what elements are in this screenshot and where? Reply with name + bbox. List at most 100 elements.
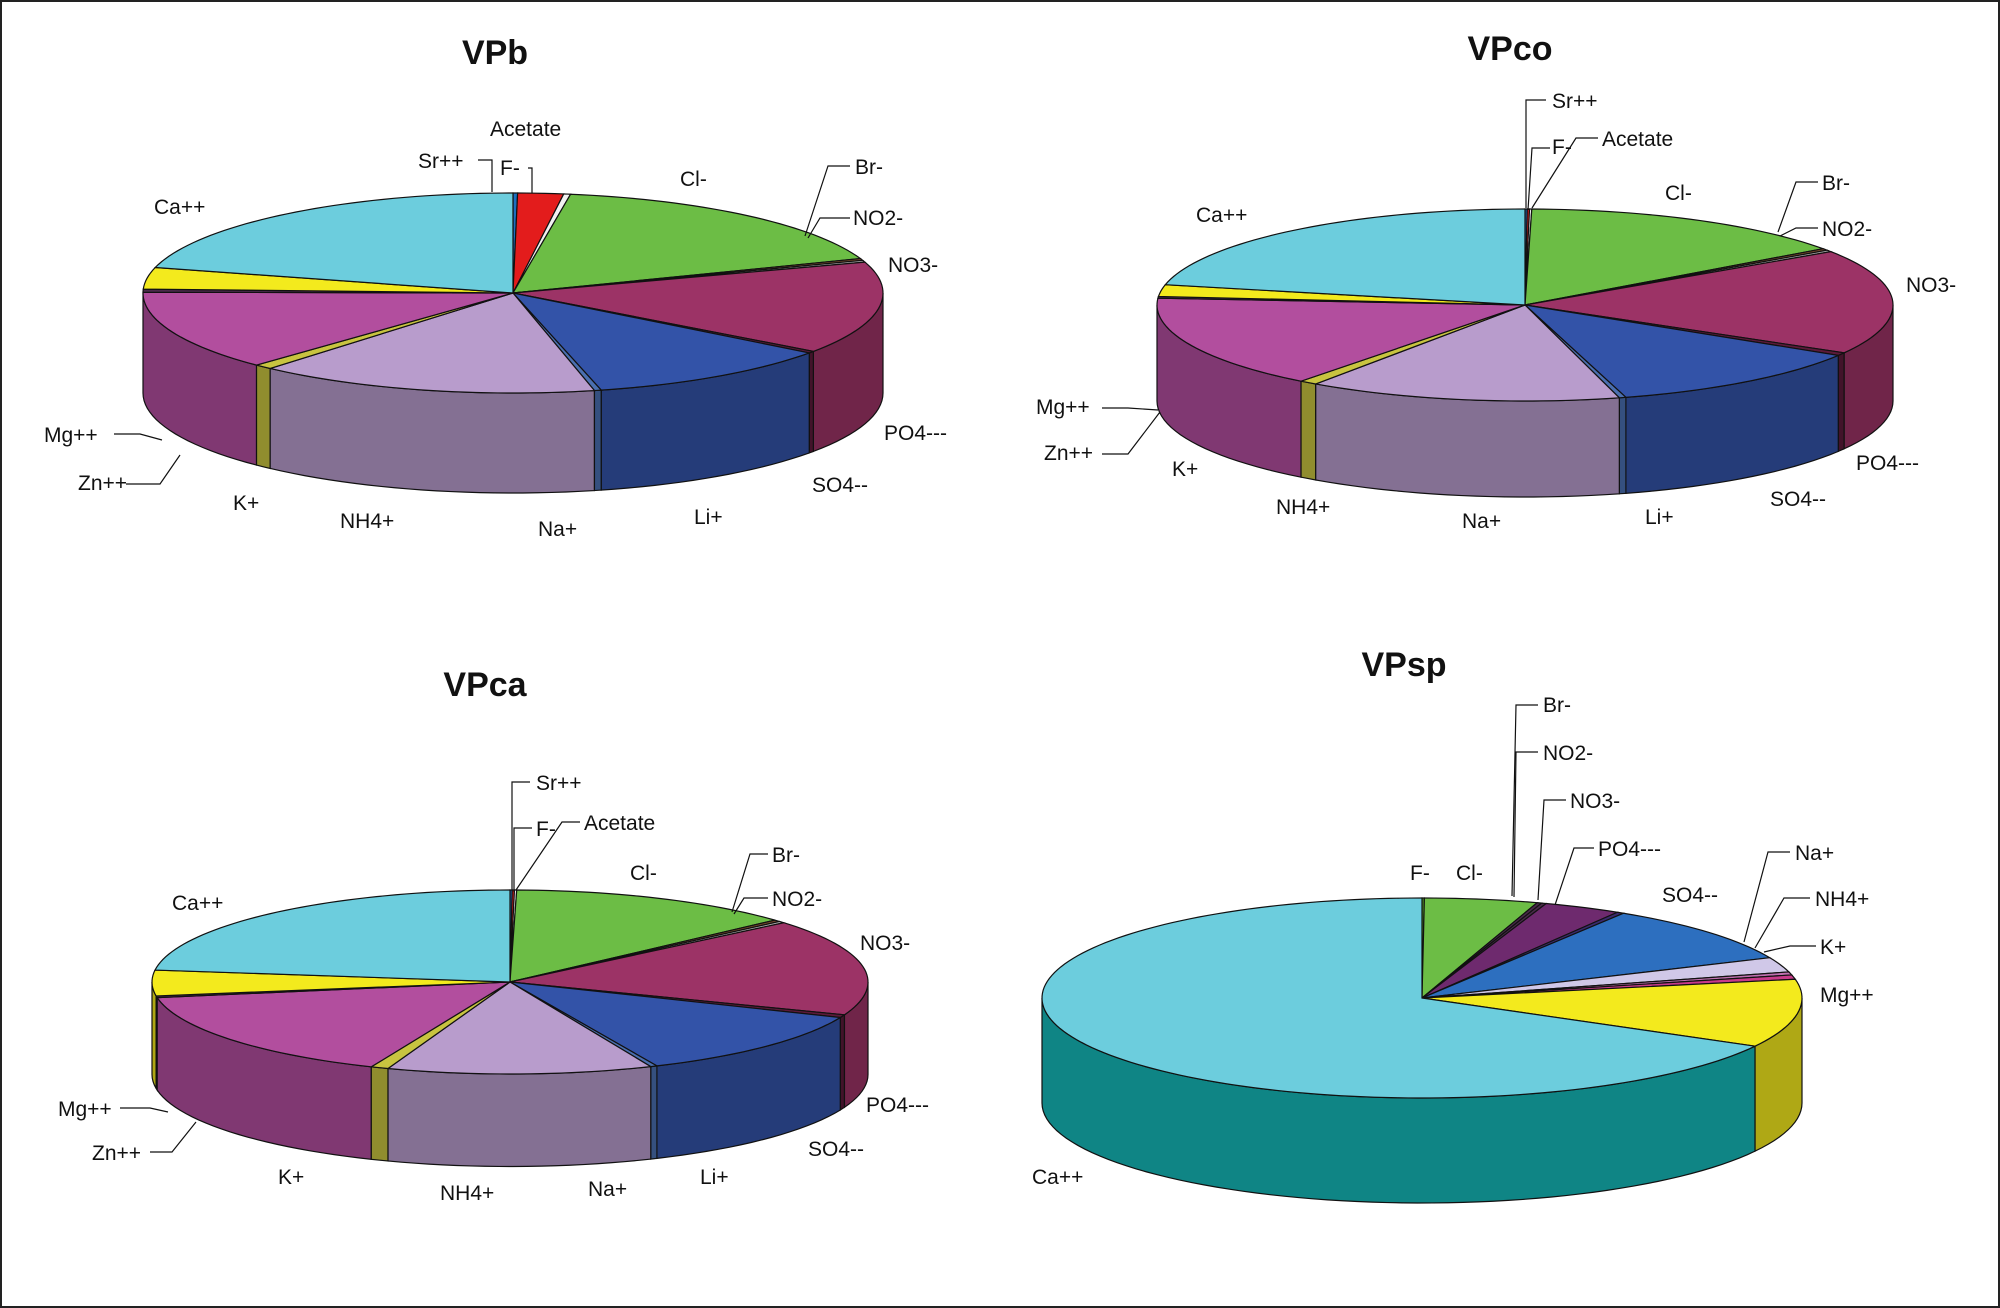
slice-kplus bbox=[1156, 297, 1526, 382]
slice-label-kplus: K+ bbox=[1172, 458, 1198, 481]
leader-line-no2minus bbox=[807, 217, 850, 239]
slice-label-kplus: K+ bbox=[1820, 936, 1846, 959]
slice-label-znplusplus: Zn++ bbox=[1044, 442, 1093, 465]
slice-caplusplus bbox=[153, 192, 514, 294]
slice-naplus bbox=[267, 292, 596, 394]
slice-label-brminus: Br- bbox=[1543, 694, 1571, 717]
slice-label-acetate: Acetate bbox=[584, 812, 655, 835]
side-po4minusminusminus bbox=[1837, 351, 1845, 453]
leader-line-mgplusplus bbox=[114, 433, 163, 441]
leader-line-srplusplus bbox=[511, 781, 530, 890]
slice-label-po4minusminusminus: PO4--- bbox=[1598, 838, 1661, 861]
slice-caplusplus bbox=[154, 889, 511, 983]
slice-label-naplus: Na+ bbox=[538, 518, 577, 541]
leader-line-brminus bbox=[1511, 704, 1538, 897]
chart-title: VPca bbox=[443, 666, 527, 704]
slice-label-znplusplus: Zn++ bbox=[78, 472, 127, 495]
slice-naplus bbox=[1313, 304, 1621, 402]
side-liplus bbox=[650, 1065, 658, 1160]
slice-clminus bbox=[1421, 897, 1539, 1000]
side-liplus bbox=[1618, 396, 1627, 495]
slice-clminus bbox=[1524, 208, 1826, 306]
slice-so4minusminus bbox=[1421, 912, 1772, 999]
slice-label-no2minus: NO2- bbox=[772, 888, 822, 911]
slice-label-nh4plus: NH4+ bbox=[1276, 496, 1330, 519]
slice-label-no2minus: NO2- bbox=[1822, 218, 1872, 241]
slice-label-no3minus: NO3- bbox=[888, 254, 938, 277]
slice-label-nh4plus: NH4+ bbox=[1815, 888, 1869, 911]
slice-label-znplusplus: Zn++ bbox=[92, 1142, 141, 1165]
leader-line-acetate bbox=[1531, 137, 1598, 209]
leader-line-fminus bbox=[513, 827, 532, 892]
slice-label-srplusplus: Sr++ bbox=[418, 150, 464, 173]
slice-so4minusminus bbox=[511, 292, 812, 391]
slice-label-fminus: F- bbox=[1552, 136, 1572, 159]
slice-label-no3minus: NO3- bbox=[860, 932, 910, 955]
side-naplus bbox=[387, 1065, 652, 1168]
leader-line-znplusplus bbox=[1102, 411, 1161, 455]
pie-chart-vpb: VPb Sr++ F- Acetate Cl- Br- NO2- NO3- PO4--- SO4-… bbox=[44, 34, 947, 541]
leader-line-fminus bbox=[528, 167, 533, 193]
chart-title: VPb bbox=[462, 34, 528, 72]
slice-label-so4minusminus: SO4-- bbox=[812, 474, 868, 497]
slice-label-acetate: Acetate bbox=[1602, 128, 1673, 151]
slice-label-kplus: K+ bbox=[233, 492, 259, 515]
slice-label-srplusplus: Sr++ bbox=[1552, 90, 1598, 113]
slice-label-mgplusplus: Mg++ bbox=[44, 424, 98, 447]
slice-label-caplusplus: Ca++ bbox=[172, 892, 223, 915]
slice-caplusplus bbox=[1041, 897, 1758, 1099]
slice-mgplusplus bbox=[1421, 978, 1803, 1047]
slice-label-caplusplus: Ca++ bbox=[1196, 204, 1247, 227]
side-nh4plus bbox=[255, 364, 271, 470]
leader-line-no2minus bbox=[1513, 751, 1538, 898]
slice-label-nh4plus: NH4+ bbox=[440, 1182, 494, 1205]
leader-line-brminus bbox=[1777, 181, 1818, 233]
slice-label-clminus: Cl- bbox=[1665, 182, 1692, 205]
slice-label-srplusplus: Sr++ bbox=[536, 772, 582, 795]
leader-line-nh4plus bbox=[1754, 897, 1810, 949]
slice-label-fminus: F- bbox=[1410, 862, 1430, 885]
leader-line-naplus bbox=[1743, 851, 1790, 943]
leader-line-kplus bbox=[1763, 945, 1816, 953]
leader-line-znplusplus bbox=[150, 1121, 197, 1153]
slice-mgplusplus bbox=[151, 969, 511, 997]
leader-line-mgplusplus bbox=[120, 1107, 169, 1113]
side-naplus bbox=[1315, 383, 1620, 498]
slice-label-brminus: Br- bbox=[1822, 172, 1850, 195]
slice-clminus bbox=[509, 889, 776, 983]
slice-label-brminus: Br- bbox=[855, 156, 883, 179]
slice-label-liplus: Li+ bbox=[1645, 506, 1674, 529]
side-nh4plus bbox=[370, 1066, 389, 1162]
slice-label-caplusplus: Ca++ bbox=[1032, 1166, 1083, 1189]
slice-label-mgplusplus: Mg++ bbox=[1036, 396, 1090, 419]
leader-line-brminus bbox=[731, 853, 768, 913]
slice-kplus bbox=[156, 981, 511, 1068]
slice-label-mgplusplus: Mg++ bbox=[58, 1098, 112, 1121]
leader-line-srplusplus bbox=[478, 159, 493, 192]
slice-label-po4minusminusminus: PO4--- bbox=[884, 422, 947, 445]
slice-label-liplus: Li+ bbox=[700, 1166, 729, 1189]
leader-line-fminus bbox=[1527, 147, 1550, 211]
slice-label-so4minusminus: SO4-- bbox=[808, 1138, 864, 1161]
leader-line-no3minus bbox=[1537, 799, 1566, 901]
slice-label-so4minusminus: SO4-- bbox=[1662, 884, 1718, 907]
slice-label-naplus: Na+ bbox=[588, 1178, 627, 1201]
slice-label-naplus: Na+ bbox=[1795, 842, 1834, 865]
chart-title: VPco bbox=[1467, 30, 1552, 68]
side-nh4plus bbox=[1300, 380, 1317, 481]
slice-label-mgplusplus: Mg++ bbox=[1820, 984, 1874, 1007]
leader-line-no2minus bbox=[733, 897, 768, 915]
slice-label-nh4plus: NH4+ bbox=[340, 510, 394, 533]
leader-line-znplusplus bbox=[126, 454, 181, 485]
slice-naplus bbox=[1421, 957, 1791, 999]
slice-label-brminus: Br- bbox=[772, 844, 800, 867]
slice-no3minus bbox=[509, 922, 869, 1016]
slice-no3minus bbox=[1421, 902, 1620, 999]
slice-label-fminus: F- bbox=[500, 157, 520, 180]
slice-naplus bbox=[386, 981, 653, 1075]
slice-so4minusminus bbox=[509, 981, 843, 1067]
slice-label-so4minusminus: SO4-- bbox=[1770, 488, 1826, 511]
slice-label-po4minusminusminus: PO4--- bbox=[1856, 452, 1919, 475]
